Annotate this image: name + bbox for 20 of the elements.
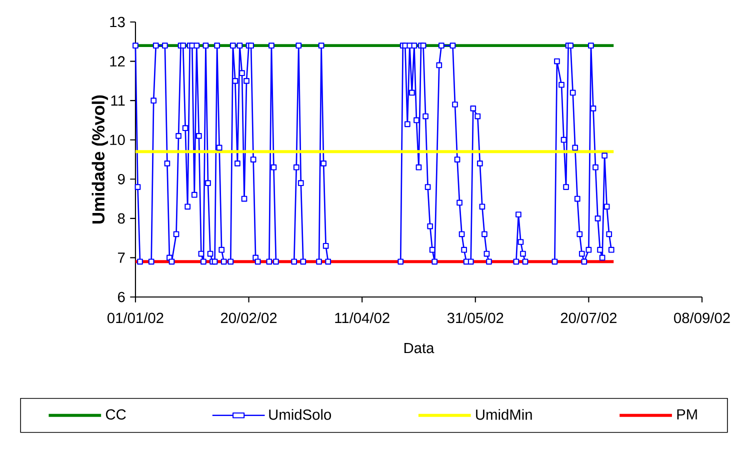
x-tick-label: 01/01/02 [107, 312, 164, 324]
y-tick-label: 6 [118, 292, 125, 302]
y-tick-label: 10 [110, 134, 125, 146]
x-tick-label: 31/05/02 [447, 312, 504, 324]
y-axis-title: Umidade (%vol) [92, 95, 108, 224]
x-tick-label: 11/04/02 [335, 312, 390, 324]
y-tick-label: 13 [110, 16, 125, 28]
x-tick-label: 20/07/02 [560, 312, 617, 324]
x-tick-label: 20/02/02 [220, 312, 277, 324]
y-tick-label: 7 [118, 252, 125, 263]
y-tick-label: 11 [111, 96, 125, 106]
y-tick-label: 9 [118, 174, 125, 184]
legend-label: UmidMin [476, 409, 532, 420]
legend-label: PM [677, 409, 697, 420]
x-tick-label: 08/09/02 [674, 312, 730, 324]
legend-label: UmidSolo [269, 409, 332, 420]
y-tick-label: 8 [118, 213, 125, 224]
x-axis-title: Data [404, 342, 434, 354]
y-tick-label: 12 [110, 56, 125, 66]
legend-label: CC [106, 409, 126, 420]
